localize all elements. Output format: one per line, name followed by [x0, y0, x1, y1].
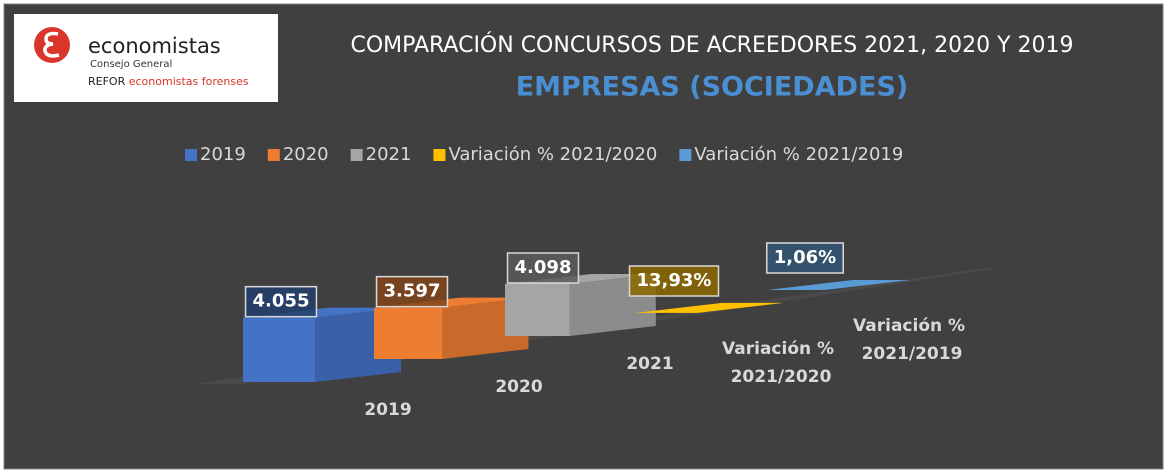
legend-swatch — [350, 149, 363, 161]
legend-label: Variación % 2021/2019 — [694, 144, 903, 165]
chart-subtitle: EMPRESAS (SOCIEDADES) — [516, 72, 909, 103]
legend-swatch — [433, 149, 446, 161]
chart-title: COMPARACIÓN CONCURSOS DE ACREEDORES 2021… — [350, 32, 1073, 58]
x-tick-label-line: 2021/2020 — [731, 367, 832, 387]
x-tick-label: 2019 — [364, 400, 411, 420]
data-label-box — [375, 275, 449, 308]
bar — [636, 302, 784, 313]
data-label: 4.098 — [515, 257, 572, 278]
legend-label: Variación % 2021/2020 — [448, 144, 657, 165]
data-label-box — [506, 252, 580, 284]
legend-swatch — [267, 149, 280, 161]
data-label: 1,06% — [774, 247, 836, 268]
bar-top — [636, 302, 784, 313]
bar-top — [767, 279, 911, 290]
bar-front — [374, 307, 443, 359]
logo-refor-name: REFOR — [88, 75, 126, 88]
legend-swatch — [679, 149, 692, 161]
logo-subtitle: Consejo General — [90, 59, 172, 70]
x-tick-label: Variación % 2021/2019 — [853, 316, 971, 364]
bar-front — [243, 317, 315, 382]
logo-glyph — [43, 31, 60, 58]
logo-name: economistas — [88, 34, 221, 58]
data-label-box — [766, 242, 844, 274]
bar-side — [697, 302, 784, 313]
logo-refor: REFOR economistas forenses — [88, 75, 249, 88]
logo-refor-tagline: economistas forenses — [129, 75, 249, 88]
bar — [767, 279, 911, 290]
x-tick-label-line: Variación % — [722, 339, 840, 359]
data-label-box — [244, 285, 318, 318]
legend-label: 2019 — [200, 144, 246, 165]
x-tick-label: Variación % 2021/2020 — [722, 339, 840, 387]
legend-label: 2020 — [283, 144, 329, 165]
data-label: 4.055 — [253, 291, 310, 312]
data-label-box — [628, 265, 720, 297]
data-label: 13,93% — [637, 270, 712, 291]
x-tick-label-line: Variación % — [853, 316, 971, 336]
x-tick-label: 2021 — [626, 354, 673, 374]
x-tick-label: 2020 — [495, 377, 542, 397]
legend-label: 2021 — [366, 144, 412, 165]
data-label: 3.597 — [384, 281, 441, 302]
legend-swatch — [185, 149, 197, 161]
bar-front — [505, 284, 570, 336]
bar-side — [824, 279, 911, 290]
x-tick-label-line: 2021/2019 — [862, 344, 963, 364]
